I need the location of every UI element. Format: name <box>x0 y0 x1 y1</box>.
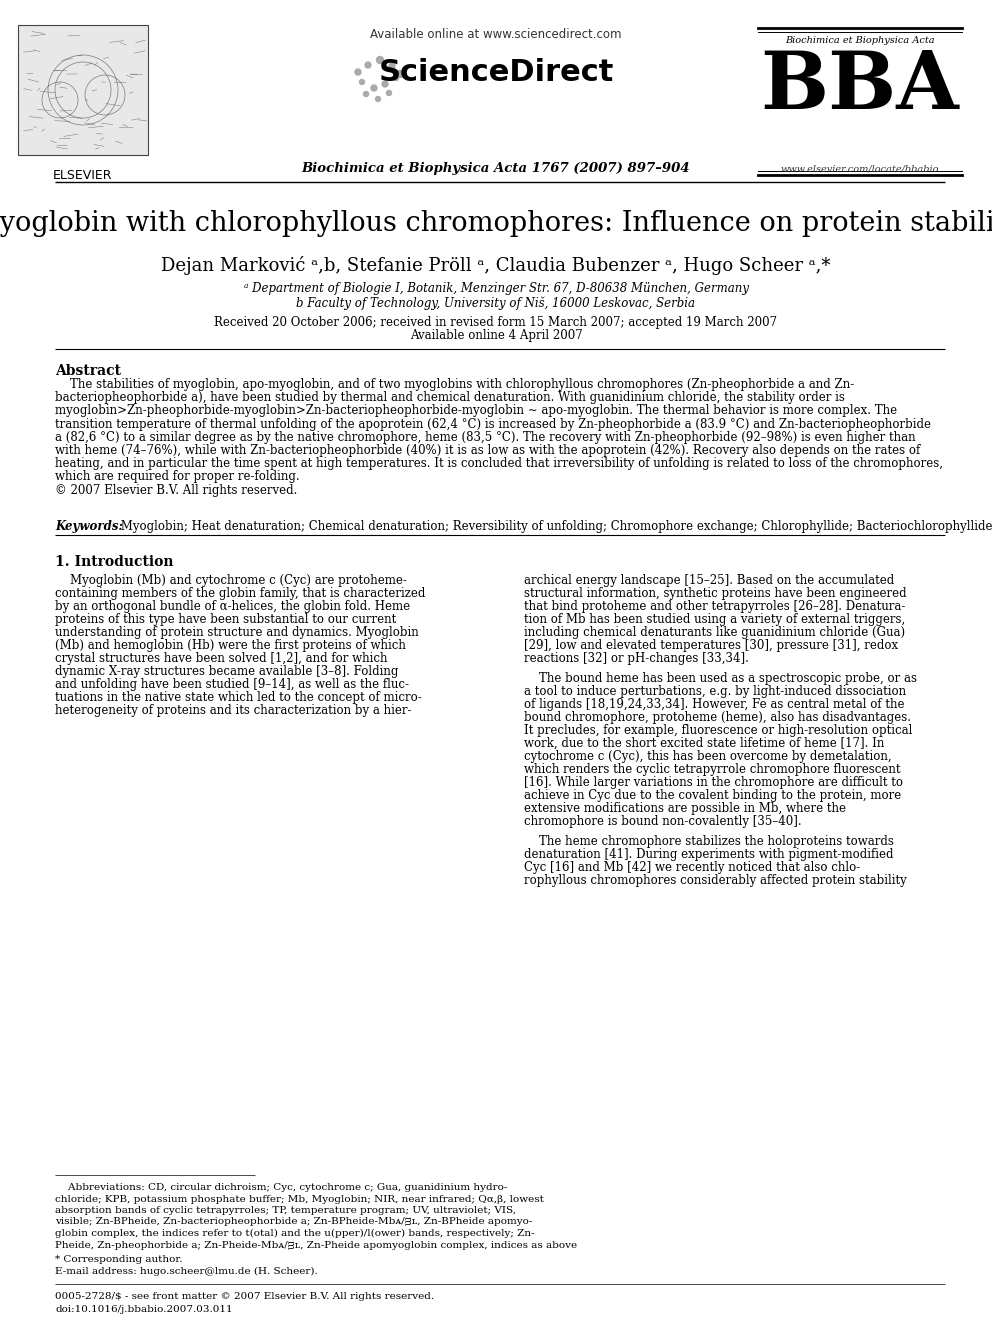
Text: Myoglobin with chlorophyllous chromophores: Influence on protein stability: Myoglobin with chlorophyllous chromophor… <box>0 210 992 237</box>
Text: including chemical denaturants like guanidinium chloride (Gua): including chemical denaturants like guan… <box>524 626 905 639</box>
Text: Received 20 October 2006; received in revised form 15 March 2007; accepted 19 Ma: Received 20 October 2006; received in re… <box>214 316 778 329</box>
Text: a (82,6 °C) to a similar degree as by the native chromophore, heme (83,5 °C). Th: a (82,6 °C) to a similar degree as by th… <box>55 431 916 443</box>
Circle shape <box>371 85 377 91</box>
Text: which renders the cyclic tetrapyrrole chromophore fluorescent: which renders the cyclic tetrapyrrole ch… <box>524 763 901 777</box>
Text: Biochimica et Biophysica Acta: Biochimica et Biophysica Acta <box>786 36 934 45</box>
Circle shape <box>377 57 384 64</box>
Text: reactions [32] or pH-changes [33,34].: reactions [32] or pH-changes [33,34]. <box>524 652 749 665</box>
Text: with heme (74–76%), while with Zn-bacteriopheophorbide (40%) it is as low as wit: with heme (74–76%), while with Zn-bacter… <box>55 445 921 456</box>
Circle shape <box>397 70 404 78</box>
Text: which are required for proper re-folding.: which are required for proper re-folding… <box>55 471 300 483</box>
Text: understanding of protein structure and dynamics. Myoglobin: understanding of protein structure and d… <box>55 626 419 639</box>
Circle shape <box>363 91 368 97</box>
Text: transition temperature of thermal unfolding of the apoprotein (62,4 °C) is incre: transition temperature of thermal unfold… <box>55 418 931 430</box>
Text: Pheide, Zn-pheophorbide a; Zn-Pheide-Mbᴀ/ᴟʟ, Zn-Pheide apomyoglobin complex, ind: Pheide, Zn-pheophorbide a; Zn-Pheide-Mbᴀ… <box>55 1241 577 1249</box>
Text: Abbreviations: CD, circular dichroism; Cyc, cytochrome c; Gua, guanidinium hydro: Abbreviations: CD, circular dichroism; C… <box>55 1183 507 1192</box>
Text: The bound heme has been used as a spectroscopic probe, or as: The bound heme has been used as a spectr… <box>524 672 917 685</box>
Text: www.elsevier.com/locate/bbabio: www.elsevier.com/locate/bbabio <box>781 164 939 173</box>
Text: of ligands [18,19,24,33,34]. However, Fe as central metal of the: of ligands [18,19,24,33,34]. However, Fe… <box>524 699 905 710</box>
Text: denaturation [41]. During experiments with pigment-modified: denaturation [41]. During experiments wi… <box>524 848 894 861</box>
Text: tuations in the native state which led to the concept of micro-: tuations in the native state which led t… <box>55 691 422 704</box>
Circle shape <box>394 75 399 81</box>
Text: (Mb) and hemoglobin (Hb) were the first proteins of which: (Mb) and hemoglobin (Hb) were the first … <box>55 639 406 652</box>
Text: structural information, synthetic proteins have been engineered: structural information, synthetic protei… <box>524 587 907 601</box>
Text: heterogeneity of proteins and its characterization by a hier-: heterogeneity of proteins and its charac… <box>55 704 412 717</box>
Text: It precludes, for example, fluorescence or high-resolution optical: It precludes, for example, fluorescence … <box>524 724 913 737</box>
Text: Available online at www.sciencedirect.com: Available online at www.sciencedirect.co… <box>370 28 622 41</box>
Text: and unfolding have been studied [9–14], as well as the fluc-: and unfolding have been studied [9–14], … <box>55 677 409 691</box>
Bar <box>18 25 148 155</box>
Text: archical energy landscape [15–25]. Based on the accumulated: archical energy landscape [15–25]. Based… <box>524 574 894 587</box>
Circle shape <box>365 62 371 67</box>
Text: heating, and in particular the time spent at high temperatures. It is concluded : heating, and in particular the time spen… <box>55 458 943 470</box>
Text: [29], low and elevated temperatures [30], pressure [31], redox: [29], low and elevated temperatures [30]… <box>524 639 898 652</box>
Text: b Faculty of Technology, University of Niš, 16000 Leskovac, Serbia: b Faculty of Technology, University of N… <box>297 296 695 310</box>
Circle shape <box>359 79 364 85</box>
Text: Myoglobin (Mb) and cytochrome c (Cyc) are protoheme-: Myoglobin (Mb) and cytochrome c (Cyc) ar… <box>55 574 407 587</box>
Text: Myoglobin; Heat denaturation; Chemical denaturation; Reversibility of unfolding;: Myoglobin; Heat denaturation; Chemical d… <box>117 520 992 533</box>
Circle shape <box>376 97 381 102</box>
Circle shape <box>355 69 361 75</box>
Text: ᵃ Department of Biologie I, Botanik, Menzinger Str. 67, D-80638 München, Germany: ᵃ Department of Biologie I, Botanik, Men… <box>243 282 749 295</box>
Text: ScienceDirect: ScienceDirect <box>378 58 614 87</box>
Text: dynamic X-ray structures became available [3–8]. Folding: dynamic X-ray structures became availabl… <box>55 665 399 677</box>
Text: chromophore is bound non-covalently [35–40].: chromophore is bound non-covalently [35–… <box>524 815 802 828</box>
Text: * Corresponding author.: * Corresponding author. <box>55 1256 183 1263</box>
Text: proteins of this type have been substantial to our current: proteins of this type have been substant… <box>55 613 396 626</box>
Text: crystal structures have been solved [1,2], and for which: crystal structures have been solved [1,2… <box>55 652 388 665</box>
Text: [16]. While larger variations in the chromophore are difficult to: [16]. While larger variations in the chr… <box>524 777 903 789</box>
Text: containing members of the globin family, that is characterized: containing members of the globin family,… <box>55 587 426 601</box>
Text: absorption bands of cyclic tetrapyrroles; TP, temperature program; UV, ultraviol: absorption bands of cyclic tetrapyrroles… <box>55 1207 516 1215</box>
Text: The heme chromophore stabilizes the holoproteins towards: The heme chromophore stabilizes the holo… <box>524 835 894 848</box>
Text: The stabilities of myoglobin, apo-myoglobin, and of two myoglobins with chloroph: The stabilities of myoglobin, apo-myoglo… <box>55 378 854 392</box>
Text: BBA: BBA <box>761 48 959 126</box>
Text: Biochimica et Biophysica Acta 1767 (2007) 897–904: Biochimica et Biophysica Acta 1767 (2007… <box>302 161 690 175</box>
Text: bound chromophore, protoheme (heme), also has disadvantages.: bound chromophore, protoheme (heme), als… <box>524 710 911 724</box>
Text: globin complex, the indices refer to t(otal) and the u(pper)/l(ower) bands, resp: globin complex, the indices refer to t(o… <box>55 1229 535 1238</box>
Text: visible; Zn-BPheide, Zn-bacteriopheophorbide a; Zn-BPheide-Mbᴀ/ᴟʟ, Zn-BPheide ap: visible; Zn-BPheide, Zn-bacteriopheophor… <box>55 1217 533 1226</box>
Text: Dejan Marković ᵃ,b, Stefanie Pröll ᵃ, Claudia Bubenzer ᵃ, Hugo Scheer ᵃ,*: Dejan Marković ᵃ,b, Stefanie Pröll ᵃ, Cl… <box>162 255 830 275</box>
Text: doi:10.1016/j.bbabio.2007.03.011: doi:10.1016/j.bbabio.2007.03.011 <box>55 1304 233 1314</box>
Text: extensive modifications are possible in Mb, where the: extensive modifications are possible in … <box>524 802 846 815</box>
Text: myoglobin>Zn-pheophorbide-myoglobin>Zn-bacteriopheophorbide-myoglobin ∼ apo-myog: myoglobin>Zn-pheophorbide-myoglobin>Zn-b… <box>55 405 897 417</box>
Text: cytochrome c (Cyc), this has been overcome by demetalation,: cytochrome c (Cyc), this has been overco… <box>524 750 892 763</box>
Text: 0005-2728/$ - see front matter © 2007 Elsevier B.V. All rights reserved.: 0005-2728/$ - see front matter © 2007 El… <box>55 1293 434 1301</box>
Text: E-mail address: hugo.scheer@lmu.de (H. Scheer).: E-mail address: hugo.scheer@lmu.de (H. S… <box>55 1266 317 1275</box>
Text: © 2007 Elsevier B.V. All rights reserved.: © 2007 Elsevier B.V. All rights reserved… <box>55 484 298 496</box>
Text: a tool to induce perturbations, e.g. by light-induced dissociation: a tool to induce perturbations, e.g. by … <box>524 685 906 699</box>
Text: Cyc [16] and Mb [42] we recently noticed that also chlo-: Cyc [16] and Mb [42] we recently noticed… <box>524 861 860 875</box>
Text: work, due to the short excited state lifetime of heme [17]. In: work, due to the short excited state lif… <box>524 737 885 750</box>
Circle shape <box>389 64 395 69</box>
Text: that bind protoheme and other tetrapyrroles [26–28]. Denatura-: that bind protoheme and other tetrapyrro… <box>524 601 906 613</box>
Text: ELSEVIER: ELSEVIER <box>54 169 113 183</box>
Circle shape <box>387 90 392 95</box>
Text: rophyllous chromophores considerably affected protein stability: rophyllous chromophores considerably aff… <box>524 875 907 886</box>
Text: 1. Introduction: 1. Introduction <box>55 556 174 569</box>
Text: bacteriopheophorbide a), have been studied by thermal and chemical denaturation.: bacteriopheophorbide a), have been studi… <box>55 392 845 405</box>
Text: Keywords:: Keywords: <box>55 520 123 533</box>
Text: Abstract: Abstract <box>55 364 121 378</box>
Circle shape <box>382 81 388 87</box>
Text: chloride; KPB, potassium phosphate buffer; Mb, Myoglobin; NIR, near infrared; Qα: chloride; KPB, potassium phosphate buffe… <box>55 1195 544 1204</box>
Text: Available online 4 April 2007: Available online 4 April 2007 <box>410 329 582 343</box>
Text: tion of Mb has been studied using a variety of external triggers,: tion of Mb has been studied using a vari… <box>524 613 906 626</box>
Text: achieve in Cyc due to the covalent binding to the protein, more: achieve in Cyc due to the covalent bindi… <box>524 789 902 802</box>
Text: by an orthogonal bundle of α-helices, the globin fold. Heme: by an orthogonal bundle of α-helices, th… <box>55 601 410 613</box>
